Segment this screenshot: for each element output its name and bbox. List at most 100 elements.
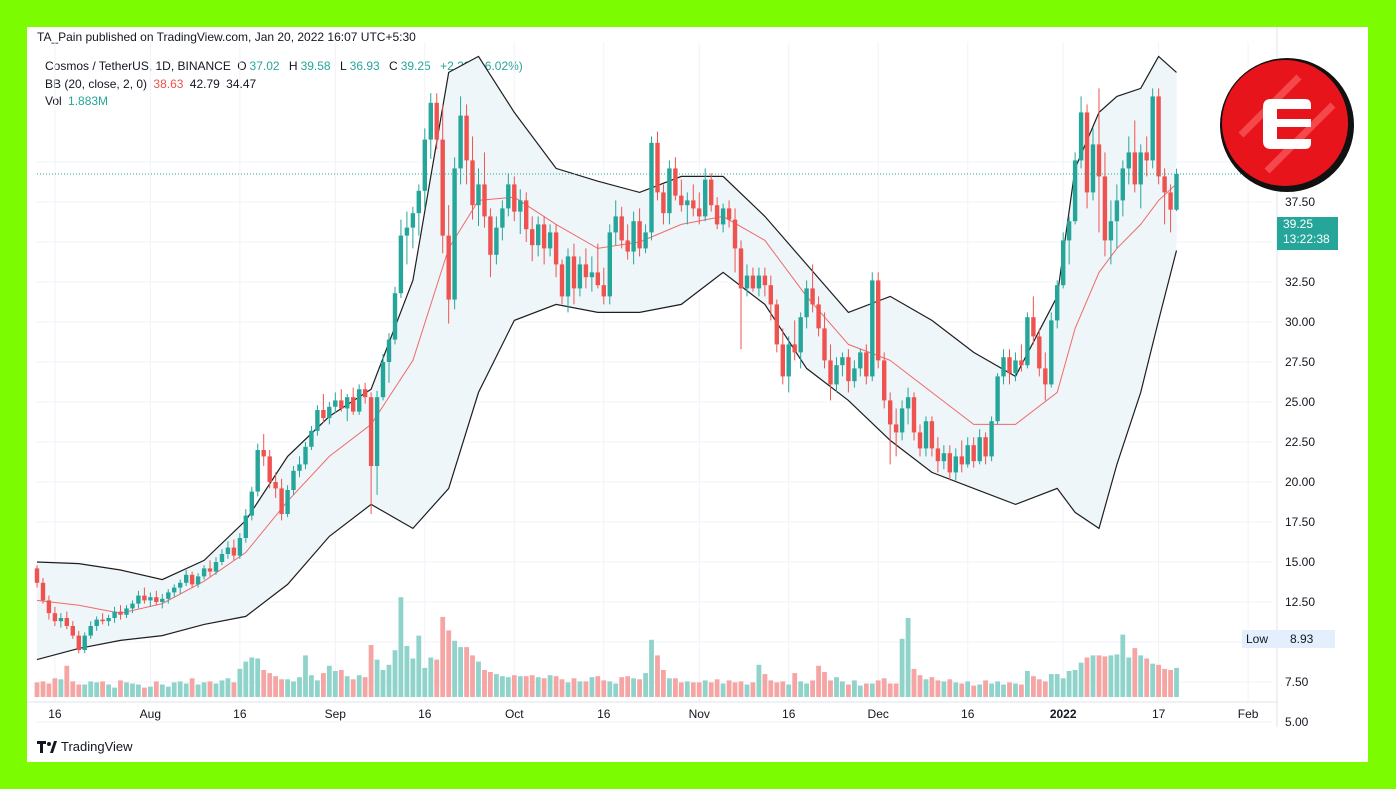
candle-body [374, 397, 380, 466]
volume-bar [309, 675, 314, 697]
candle-body [225, 547, 231, 554]
volume-bar [553, 676, 559, 697]
candle-body [524, 200, 529, 230]
volume-bar [1132, 648, 1138, 697]
x-tick-label: Aug [140, 707, 161, 721]
candle-body [565, 256, 571, 297]
y-tick-label: 7.50 [1285, 675, 1309, 689]
candle-body [1055, 285, 1060, 321]
candle-body [184, 574, 189, 583]
volume-bar [446, 630, 452, 697]
x-tick-label: Dec [868, 707, 889, 721]
volume-bar [869, 683, 875, 697]
candle-body [458, 115, 463, 169]
candle-body [547, 232, 553, 249]
candle-body [816, 304, 821, 329]
candle-body [339, 400, 344, 409]
volume-bar [828, 680, 833, 697]
candle-body [201, 568, 207, 577]
volume-bar [786, 684, 792, 697]
volume-bar [201, 682, 207, 697]
volume-bar [494, 674, 499, 697]
volume-bar [881, 678, 887, 697]
candle-body [977, 437, 982, 462]
legend-bb-row[interactable]: BB (20, close, 2, 0) 38.63 42.79 34.47 [45, 76, 526, 94]
volume-bar [1108, 655, 1114, 697]
x-tick-label: 16 [782, 707, 796, 721]
volume-bar [834, 677, 839, 697]
tradingview-brand: TradingView [61, 739, 133, 754]
candle-body [673, 168, 678, 196]
candle-body [1066, 221, 1072, 241]
price-chart[interactable]: 40.0037.5035.0032.5030.0027.5025.0022.50… [27, 27, 1368, 762]
candle-body [249, 491, 254, 516]
candle-body [368, 397, 374, 466]
candle-body [148, 597, 153, 601]
volume-bar [1144, 658, 1150, 697]
candle-body [386, 339, 392, 362]
candle-body [130, 603, 135, 609]
volume-bar [965, 681, 971, 697]
candle-body [255, 450, 260, 492]
candle-body [500, 208, 505, 228]
x-tick-label: 16 [233, 707, 247, 721]
volume-bar [440, 616, 446, 697]
volume-bar [434, 659, 440, 697]
volume-bar [279, 679, 284, 697]
volume-bar [995, 681, 1000, 697]
candle-body [1007, 357, 1012, 374]
candle-body [536, 224, 541, 246]
volume-bar [643, 673, 648, 697]
volume-bar [565, 682, 571, 697]
candle-body [237, 538, 243, 556]
candle-body [1043, 368, 1048, 385]
volume-bar [52, 678, 58, 697]
candle-body [273, 482, 278, 489]
volume-bar [1084, 657, 1090, 697]
bb-basis-value: 38.63 [153, 76, 184, 91]
volume-bar [720, 683, 726, 697]
volume-bar [1168, 670, 1173, 697]
candle-body [345, 397, 350, 409]
candle-body [762, 275, 768, 286]
bollinger-lower-line [36, 250, 1178, 661]
volume-bar [1078, 662, 1084, 697]
volume-bar [1013, 683, 1018, 697]
candle-body [1162, 176, 1167, 193]
candle-body [172, 587, 177, 593]
volume-bar [362, 677, 368, 697]
volume-bar [488, 672, 493, 697]
volume-bar [607, 681, 613, 697]
volume-bar [273, 676, 278, 697]
volume-bar [846, 684, 851, 697]
symbol-label[interactable]: Cosmos / TetherUS, 1D, BINANCE [45, 59, 231, 73]
volume-bar [1126, 657, 1132, 697]
volume-bar [142, 687, 147, 697]
volume-bar [661, 670, 666, 697]
candle-body [691, 200, 696, 209]
candle-body [679, 195, 684, 206]
volume-bar [249, 657, 255, 697]
volume-bar [1025, 671, 1030, 697]
candle-body [1174, 174, 1179, 210]
candle-body [738, 248, 744, 289]
volume-bar [655, 655, 660, 697]
volume-bar [1036, 679, 1042, 697]
volume-bar [559, 679, 565, 697]
tradingview-logo[interactable]: TradingView [37, 739, 133, 754]
volume-bar [977, 684, 983, 697]
volume-bar [583, 681, 589, 697]
candle-body [166, 592, 171, 599]
candle-body [231, 547, 237, 556]
candle-body [136, 595, 141, 604]
volume-bar [649, 639, 654, 697]
volume-bar [792, 673, 798, 697]
candle-body [327, 406, 332, 418]
legend-vol-row[interactable]: Vol 1.883M [45, 93, 526, 111]
candle-body [76, 635, 81, 650]
x-tick-label: 16 [418, 707, 432, 721]
candle-body [643, 232, 648, 249]
candle-body [1078, 112, 1084, 161]
candle-body [965, 445, 970, 465]
volume-bar [798, 681, 804, 697]
